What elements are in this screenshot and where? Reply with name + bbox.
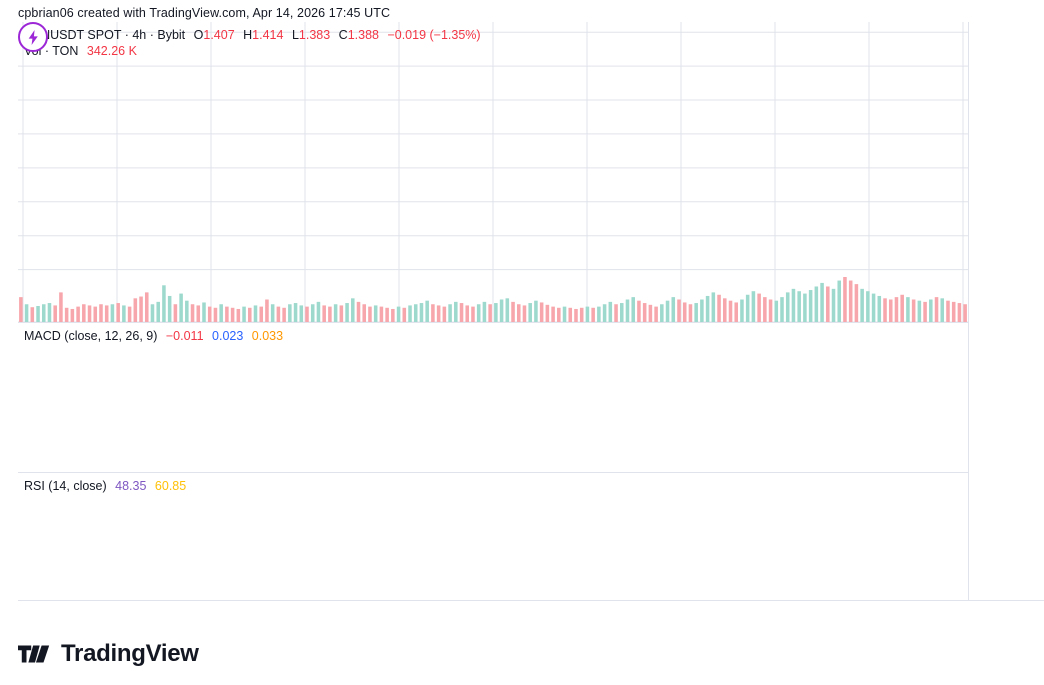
lightning-bolt-icon[interactable] xyxy=(18,22,48,52)
volume-value: 342.26 K xyxy=(86,44,137,58)
price-legend-row-2: Vol · TON 342.26 K xyxy=(24,43,481,59)
attribution-text: cpbrian06 created with TradingView.com, … xyxy=(18,6,391,20)
time-scale-axis[interactable] xyxy=(18,600,1044,630)
macd-pane[interactable]: MACD (close, 12, 26, 9) −0.011 0.023 0.0… xyxy=(18,322,968,473)
low-value: 1.383 xyxy=(298,28,331,42)
high-label: H xyxy=(243,28,253,42)
symbol-label: TONUSDT SPOT · 4h · Bybit xyxy=(24,28,186,42)
price-plot xyxy=(18,22,968,322)
macd-signal-value: 0.033 xyxy=(251,329,284,343)
change-value: −0.019 (−1.35%) xyxy=(387,28,481,42)
rsi-legend: RSI (14, close) 48.35 60.85 xyxy=(24,478,186,494)
macd-title: MACD (close, 12, 26, 9) xyxy=(24,329,158,343)
open-value: 1.407 xyxy=(203,28,235,42)
close-label: C xyxy=(338,28,348,42)
price-pane[interactable]: TONUSDT SPOT · 4h · Bybit O1.407 H1.414 … xyxy=(18,22,968,322)
rsi-title: RSI (14, close) xyxy=(24,479,107,493)
macd-line-value: 0.023 xyxy=(212,329,244,343)
price-scale-axis[interactable] xyxy=(968,22,1044,600)
tradingview-logo: TradingView xyxy=(18,640,199,668)
close-value: 1.388 xyxy=(347,28,379,42)
macd-plot xyxy=(18,323,968,473)
lightning-bolt-glyph xyxy=(28,29,38,45)
open-label: O xyxy=(193,28,204,42)
price-legend: TONUSDT SPOT · 4h · Bybit O1.407 H1.414 … xyxy=(24,27,481,59)
price-legend-row-1: TONUSDT SPOT · 4h · Bybit O1.407 H1.414 … xyxy=(24,27,481,43)
rsi-value: 48.35 xyxy=(115,479,147,493)
macd-hist-value: −0.011 xyxy=(165,329,204,343)
low-label: L xyxy=(291,28,299,42)
tradingview-mark-icon xyxy=(18,645,50,663)
high-value: 1.414 xyxy=(252,28,284,42)
rsi-pane[interactable]: RSI (14, close) 48.35 60.85 xyxy=(18,472,968,601)
tradingview-wordmark: TradingView xyxy=(61,640,199,667)
rsi-ma-value: 60.85 xyxy=(154,479,187,493)
chart-frame[interactable]: TONUSDT SPOT · 4h · Bybit O1.407 H1.414 … xyxy=(18,22,968,600)
macd-legend: MACD (close, 12, 26, 9) −0.011 0.023 0.0… xyxy=(24,328,283,344)
